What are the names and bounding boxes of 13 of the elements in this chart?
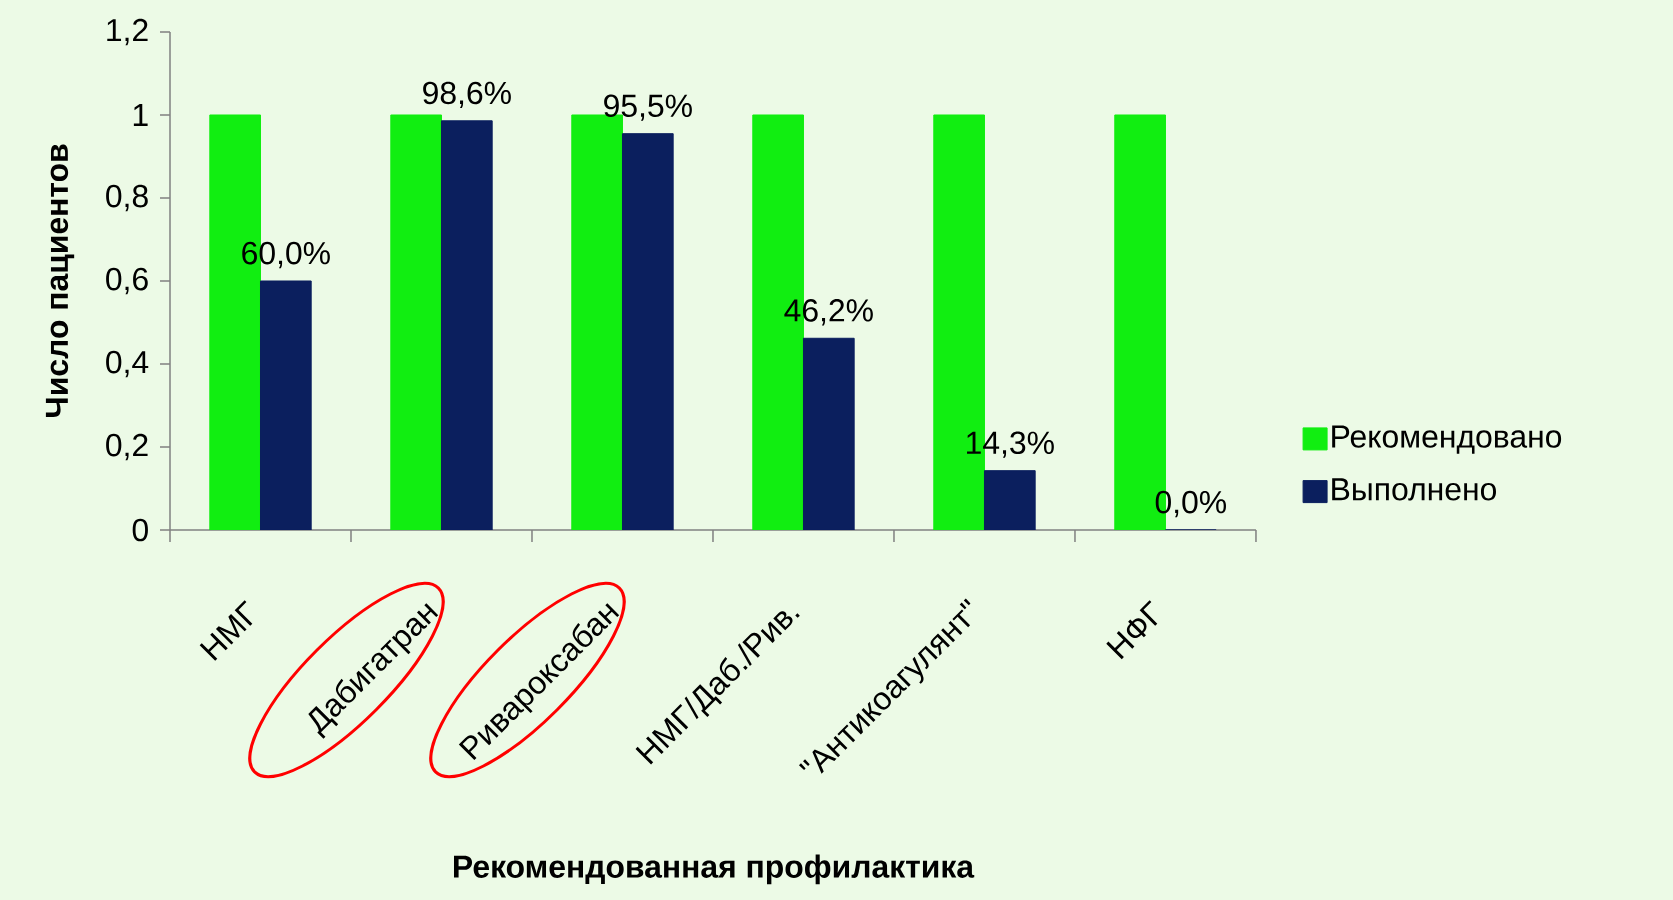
y-tick-label: 0,6 bbox=[106, 267, 148, 295]
y-tick-label: 1 bbox=[133, 104, 148, 126]
legend-label: Выполнено bbox=[1332, 478, 1496, 501]
x-axis-title: Рекомендованная профилактика bbox=[454, 854, 975, 885]
y-tick-label: 1,2 bbox=[107, 18, 148, 46]
data-label: 95,5% bbox=[604, 94, 692, 121]
legend-label: Рекомендовано bbox=[1332, 425, 1562, 454]
y-axis-title: Число пациентов bbox=[45, 144, 75, 417]
y-tick-label: 0,4 bbox=[106, 350, 149, 378]
y-tick-label: 0,2 bbox=[106, 433, 148, 461]
data-label: 98,6% bbox=[423, 81, 511, 108]
y-tick-label: 0 bbox=[132, 518, 148, 542]
y-tick-label: 0,8 bbox=[106, 184, 148, 212]
